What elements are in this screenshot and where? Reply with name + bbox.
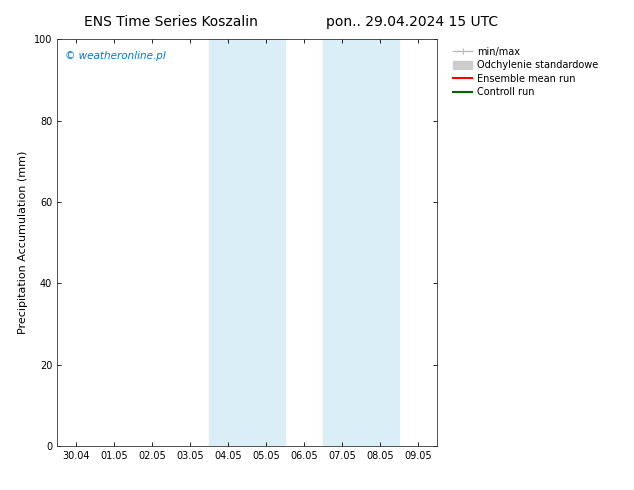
Text: © weatheronline.pl: © weatheronline.pl <box>65 51 165 61</box>
Text: pon.. 29.04.2024 15 UTC: pon.. 29.04.2024 15 UTC <box>326 15 498 29</box>
Text: ENS Time Series Koszalin: ENS Time Series Koszalin <box>84 15 258 29</box>
Y-axis label: Precipitation Accumulation (mm): Precipitation Accumulation (mm) <box>18 151 29 334</box>
Legend: min/max, Odchylenie standardowe, Ensemble mean run, Controll run: min/max, Odchylenie standardowe, Ensembl… <box>450 44 601 100</box>
Bar <box>209 39 285 446</box>
Bar <box>323 39 399 446</box>
